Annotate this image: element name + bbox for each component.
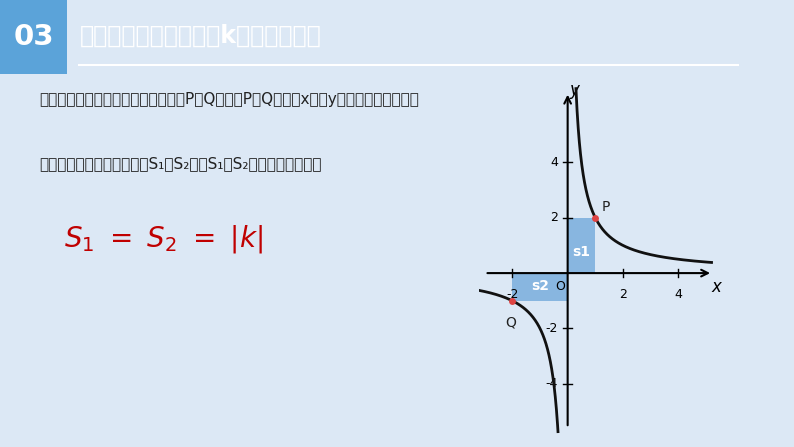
Bar [512,273,568,301]
Text: $\mathit{S}_1\ =\ \mathit{S}_2\ =\ |\mathit{k}|$: $\mathit{S}_1\ =\ \mathit{S}_2\ =\ |\mat… [64,223,262,255]
Text: 轴围成的矩形面积分别记为S₁和S₂，则S₁和S₂之间有什么关系？: 轴围成的矩形面积分别记为S₁和S₂，则S₁和S₂之间有什么关系？ [40,156,322,171]
Text: 在一个反比例函数图象上任意取两点P，Q，过点P，Q分别作x轴和y轴的平行线，与坐标: 在一个反比例函数图象上任意取两点P，Q，过点P，Q分别作x轴和y轴的平行线，与坐… [40,93,419,107]
Text: 03: 03 [13,23,54,51]
Text: $x$: $x$ [711,278,723,296]
Text: P: P [601,200,610,215]
FancyBboxPatch shape [0,0,67,74]
Text: 基础巩固（反比例函数k的几何意义）: 基础巩固（反比例函数k的几何意义） [79,23,321,47]
Text: 2: 2 [619,288,627,301]
Text: s2: s2 [531,278,549,292]
Text: -2: -2 [545,322,558,335]
Bar [568,218,596,273]
Text: 4: 4 [550,156,558,169]
Text: s1: s1 [572,245,591,259]
Text: 4: 4 [674,288,682,301]
Text: 2: 2 [550,211,558,224]
Text: Q: Q [506,316,516,330]
Text: -2: -2 [506,288,518,301]
Text: $y$: $y$ [569,83,582,101]
Text: O: O [555,280,565,293]
Text: -4: -4 [545,377,558,390]
